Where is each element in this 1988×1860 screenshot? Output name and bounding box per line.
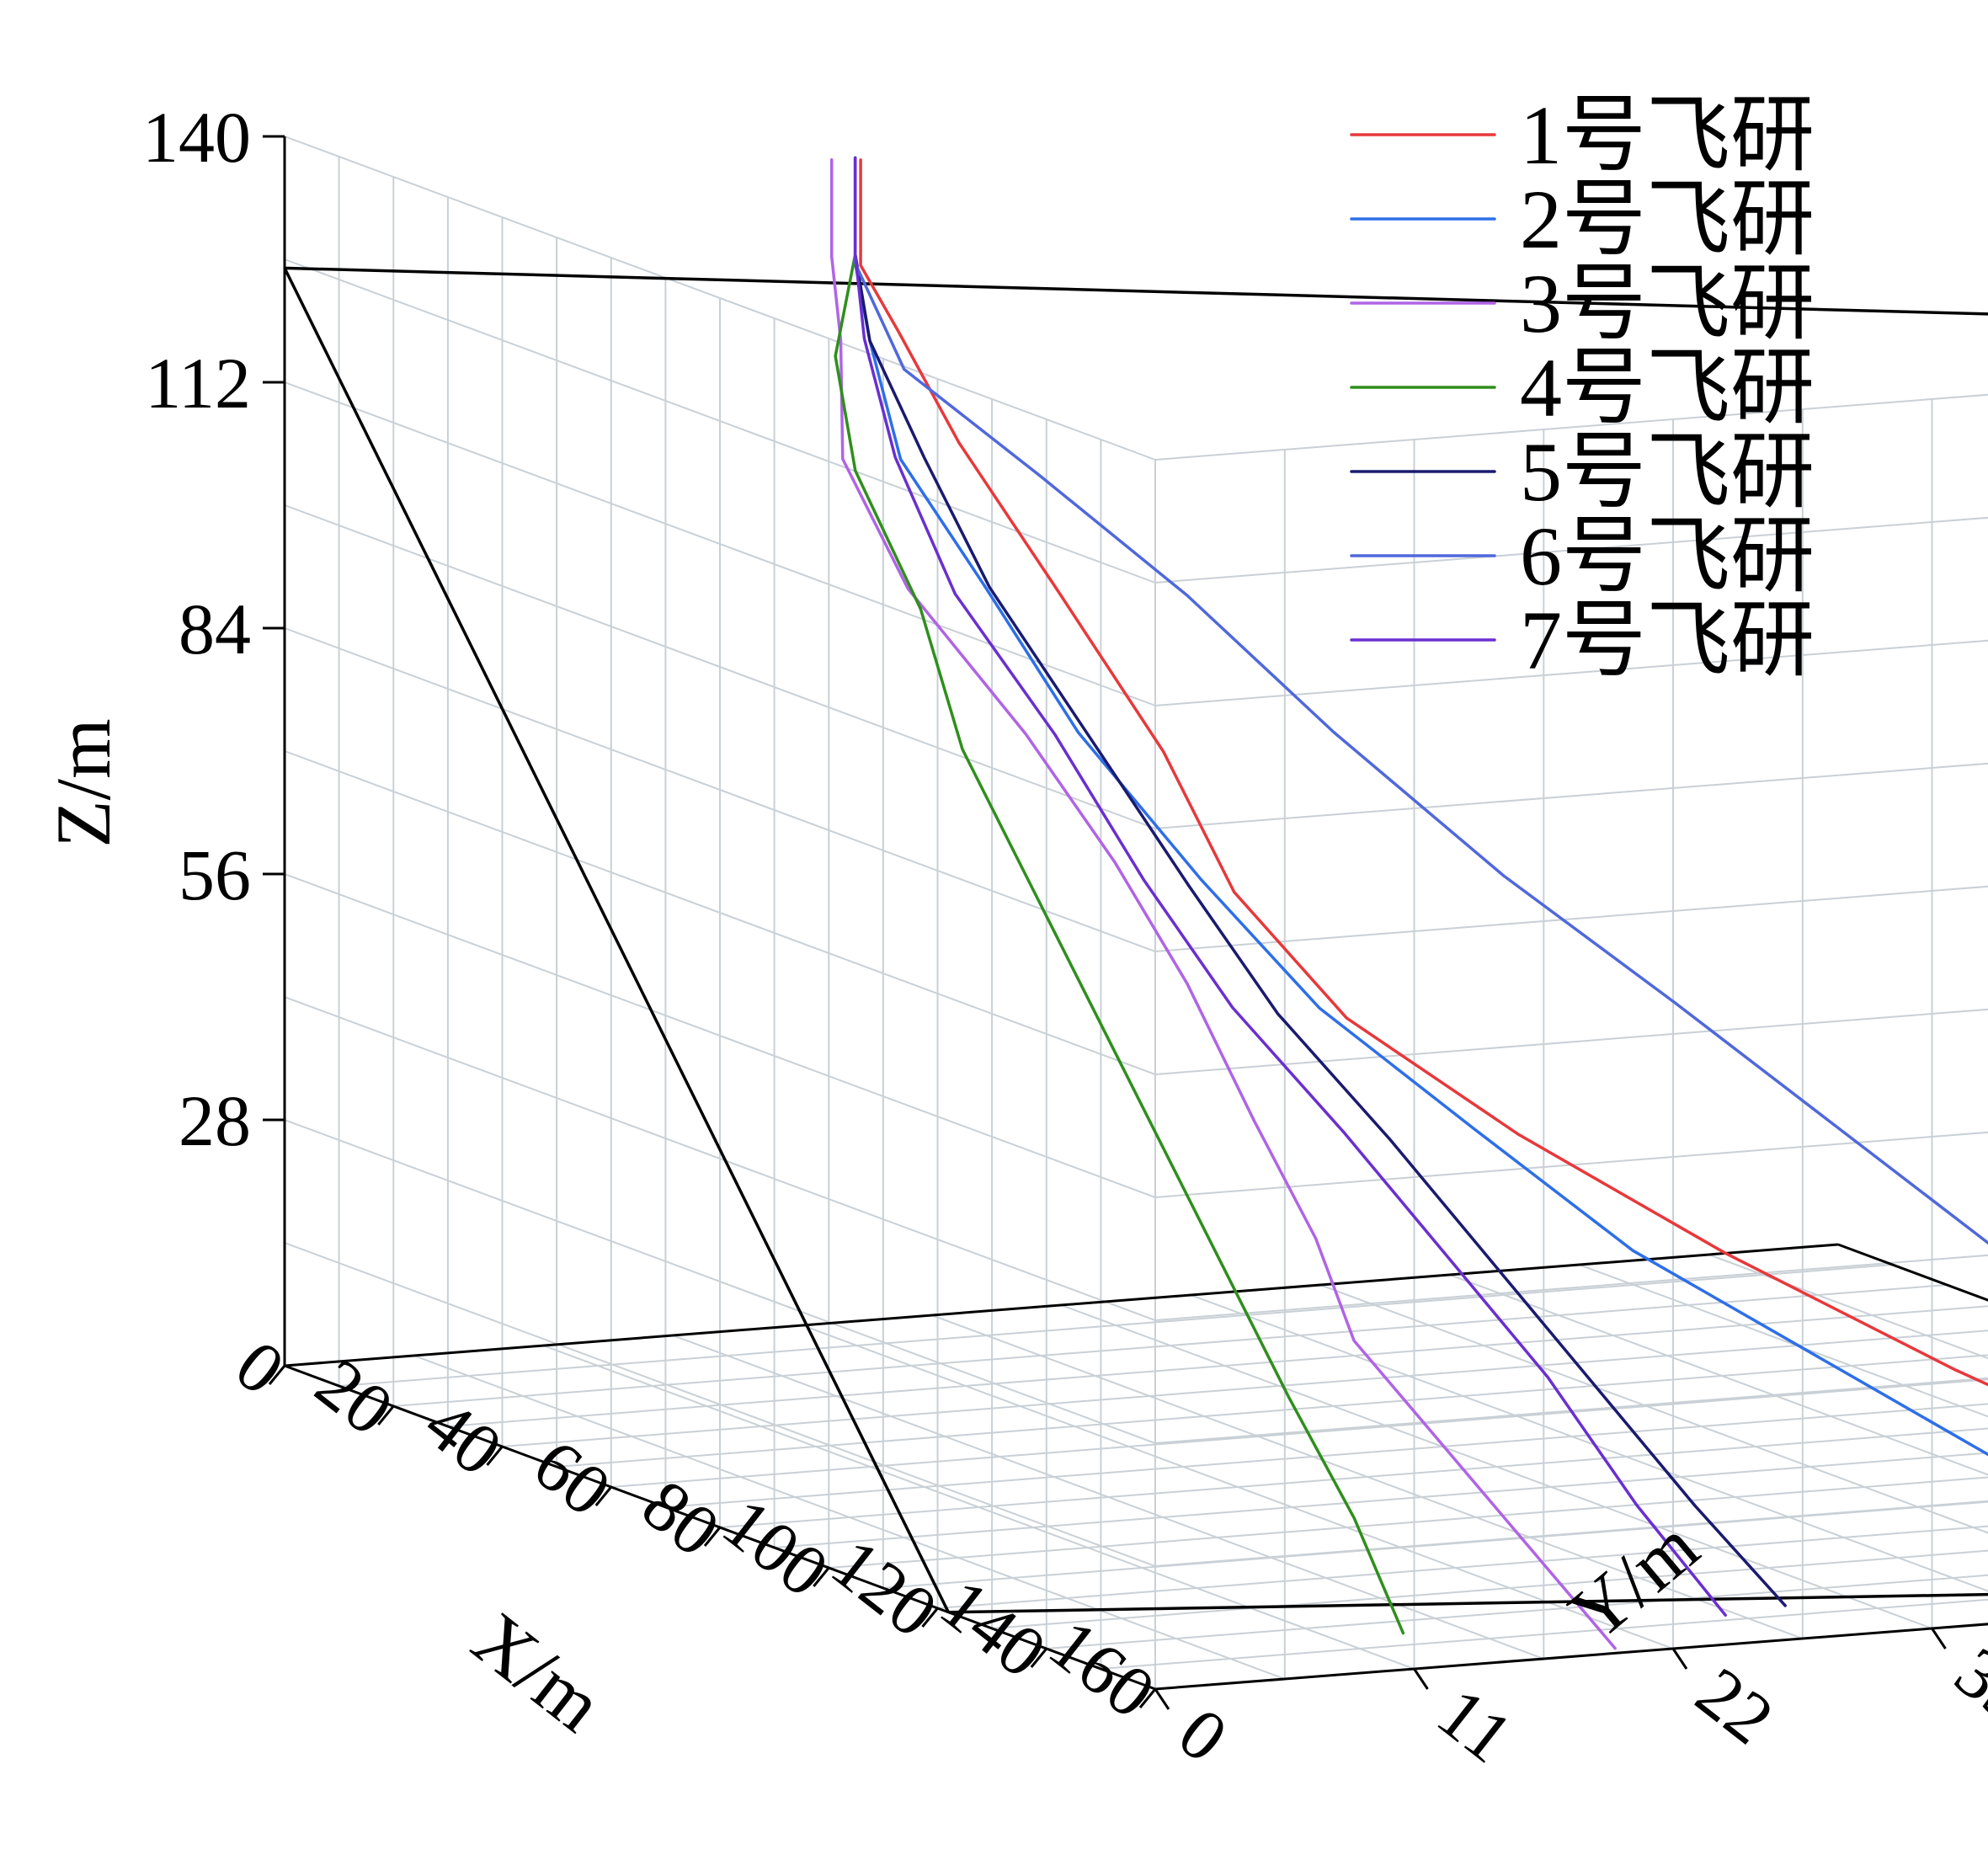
y-tick-mark (1415, 1669, 1428, 1689)
x-tick-label: 140 (925, 1563, 1061, 1693)
x-tick-label: 160 (1035, 1603, 1170, 1734)
legend-label-7: 7号飞研 (1520, 594, 1815, 687)
y-axis-line (285, 1244, 1838, 1366)
legend-label-2: 2号飞研 (1520, 173, 1815, 266)
x-tick-label: 120 (817, 1522, 952, 1653)
reference-box-edge (948, 1586, 1988, 1612)
y-tick-label: 33 (1941, 1631, 1988, 1740)
x-axis-title: X/m (457, 1596, 619, 1748)
x-tick-label: 80 (628, 1463, 735, 1572)
y-tick-label: 11 (1423, 1671, 1527, 1778)
y-tick-label: 0 (1164, 1692, 1242, 1777)
grid-line (1155, 1076, 1988, 1197)
legend-label-4: 4号飞研 (1520, 341, 1815, 434)
series-line-4 (835, 158, 1403, 1633)
grid-line (503, 1325, 1988, 1447)
y-tick-mark (1155, 1689, 1169, 1709)
z-tick-label: 112 (145, 343, 251, 424)
y-tick-mark (1932, 1628, 1946, 1649)
grid-line (775, 1426, 1988, 1548)
legend-label-6: 6号飞研 (1520, 509, 1815, 603)
y-tick-label: 22 (1682, 1651, 1788, 1760)
y-tick-mark (1673, 1649, 1687, 1669)
z-axis-title: Z/m (40, 718, 126, 847)
legend-label-1: 1号飞研 (1520, 88, 1815, 182)
z-tick-label: 84 (179, 589, 251, 669)
grid-line (1155, 830, 1988, 951)
legend-label-3: 3号飞研 (1520, 257, 1815, 350)
x-tick-label: 20 (301, 1342, 408, 1451)
z-tick-label: 140 (142, 97, 251, 178)
legend-label-5: 5号飞研 (1520, 425, 1815, 519)
z-tick-label: 56 (179, 834, 251, 915)
grid-line (1155, 707, 1988, 829)
x-tick-label: 60 (519, 1423, 626, 1532)
x-tick-label: 100 (708, 1482, 844, 1612)
x-tick-label: 40 (410, 1383, 517, 1491)
z-tick-label: 28 (179, 1080, 251, 1161)
grid-line (1155, 953, 1988, 1074)
grid-line (1155, 1199, 1988, 1320)
series-line-1 (861, 160, 1988, 1586)
